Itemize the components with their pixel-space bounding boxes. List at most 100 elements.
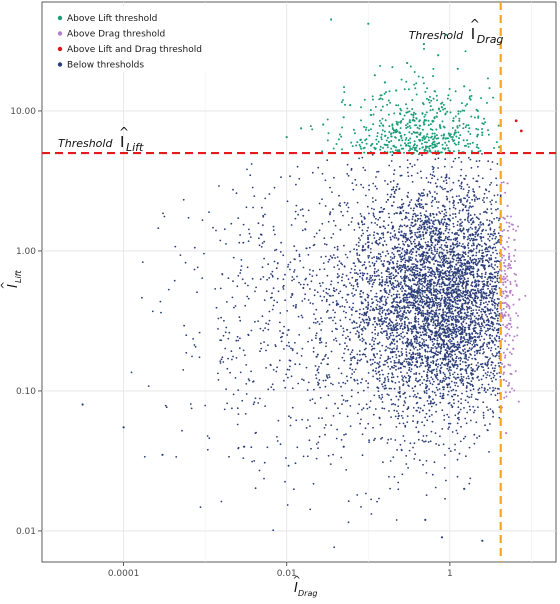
point-below-thresholds bbox=[284, 387, 286, 389]
point-below-thresholds bbox=[464, 297, 466, 299]
point-below-thresholds bbox=[456, 292, 458, 294]
point-below-thresholds bbox=[438, 201, 440, 203]
point-below-thresholds bbox=[448, 232, 450, 234]
point-below-thresholds bbox=[407, 338, 409, 340]
point-below-thresholds bbox=[413, 396, 415, 398]
point-below-thresholds bbox=[381, 370, 383, 372]
point-below-thresholds bbox=[414, 313, 416, 315]
point-below-thresholds bbox=[448, 289, 450, 291]
point-below-thresholds bbox=[439, 358, 441, 360]
point-below-thresholds bbox=[450, 346, 452, 348]
point-below-thresholds bbox=[235, 377, 237, 379]
point-below-thresholds bbox=[429, 226, 431, 228]
point-below-thresholds bbox=[421, 259, 423, 261]
point-below-thresholds bbox=[389, 358, 391, 360]
point-below-thresholds bbox=[481, 250, 483, 252]
point-below-thresholds bbox=[261, 207, 263, 209]
point-below-thresholds bbox=[225, 388, 227, 390]
point-below-thresholds bbox=[439, 306, 441, 308]
point-below-thresholds bbox=[484, 284, 486, 286]
point-below-thresholds bbox=[241, 259, 243, 261]
point-below-thresholds bbox=[496, 280, 498, 282]
point-below-thresholds bbox=[347, 257, 349, 259]
point-below-thresholds bbox=[458, 272, 460, 274]
point-below-thresholds bbox=[459, 280, 461, 282]
point-below-thresholds bbox=[457, 459, 459, 461]
point-below-thresholds bbox=[428, 304, 430, 306]
point-below-thresholds bbox=[423, 189, 425, 191]
point-below-thresholds bbox=[440, 289, 442, 291]
point-below-thresholds bbox=[398, 254, 400, 256]
point-below-thresholds bbox=[253, 380, 255, 382]
point-below-thresholds bbox=[369, 343, 371, 345]
point-below-thresholds bbox=[415, 255, 417, 257]
point-below-thresholds bbox=[421, 199, 423, 201]
point-below-thresholds bbox=[420, 238, 422, 240]
point-below-thresholds bbox=[408, 286, 410, 288]
point-below-thresholds bbox=[451, 189, 453, 191]
point-below-thresholds bbox=[448, 177, 450, 179]
point-below-thresholds bbox=[307, 419, 309, 421]
point-below-thresholds bbox=[498, 362, 500, 364]
point-below-thresholds bbox=[407, 318, 409, 320]
point-below-thresholds bbox=[414, 220, 416, 222]
point-below-thresholds bbox=[405, 377, 407, 379]
point-below-thresholds bbox=[446, 414, 448, 416]
point-below-thresholds bbox=[460, 219, 462, 221]
point-below-thresholds bbox=[374, 237, 376, 239]
point-below-thresholds bbox=[418, 431, 420, 433]
point-below-thresholds bbox=[430, 219, 432, 221]
point-below-thresholds bbox=[431, 279, 433, 281]
point-below-thresholds bbox=[449, 378, 451, 380]
point-below-thresholds bbox=[493, 243, 495, 245]
point-below-thresholds bbox=[354, 321, 356, 323]
point-below-thresholds bbox=[426, 380, 428, 382]
point-below-thresholds bbox=[406, 295, 408, 297]
point-below-thresholds bbox=[410, 442, 412, 444]
point-below-thresholds bbox=[359, 339, 361, 341]
point-below-thresholds bbox=[450, 245, 452, 247]
point-below-thresholds bbox=[319, 269, 321, 271]
point-below-thresholds bbox=[466, 412, 468, 414]
point-below-thresholds bbox=[416, 307, 418, 309]
point-below-thresholds bbox=[302, 230, 304, 232]
point-below-thresholds bbox=[457, 256, 459, 258]
point-below-thresholds bbox=[277, 440, 279, 442]
point-below-thresholds bbox=[384, 288, 386, 290]
point-below-thresholds bbox=[393, 196, 395, 198]
point-below-thresholds bbox=[464, 348, 466, 350]
point-below-thresholds bbox=[476, 353, 478, 355]
point-below-thresholds bbox=[437, 249, 439, 251]
point-below-thresholds bbox=[387, 285, 389, 287]
point-below-thresholds bbox=[428, 322, 430, 324]
point-below-thresholds bbox=[419, 312, 421, 314]
point-below-thresholds bbox=[374, 275, 376, 277]
point-below-thresholds bbox=[272, 529, 274, 531]
point-below-thresholds bbox=[453, 343, 455, 345]
point-below-thresholds bbox=[372, 262, 374, 264]
point-below-thresholds bbox=[485, 324, 487, 326]
point-below-thresholds bbox=[458, 417, 460, 419]
point-below-thresholds bbox=[452, 338, 454, 340]
point-below-thresholds bbox=[353, 248, 355, 250]
point-below-thresholds bbox=[465, 341, 467, 343]
point-below-thresholds bbox=[390, 181, 392, 183]
point-below-thresholds bbox=[407, 285, 409, 287]
point-below-thresholds bbox=[429, 234, 431, 236]
point-below-thresholds bbox=[396, 263, 398, 265]
point-below-thresholds bbox=[356, 322, 358, 324]
point-below-thresholds bbox=[432, 391, 434, 393]
point-below-thresholds bbox=[315, 337, 317, 339]
point-below-thresholds bbox=[399, 166, 401, 168]
point-below-thresholds bbox=[372, 279, 374, 281]
point-below-thresholds bbox=[375, 218, 377, 220]
point-below-thresholds bbox=[409, 296, 411, 298]
point-below-thresholds bbox=[381, 328, 383, 330]
point-below-thresholds bbox=[400, 316, 402, 318]
point-below-thresholds bbox=[393, 268, 395, 270]
point-below-thresholds bbox=[483, 197, 485, 199]
point-below-thresholds bbox=[408, 375, 410, 377]
point-below-thresholds bbox=[410, 339, 412, 341]
point-below-thresholds bbox=[399, 213, 401, 215]
